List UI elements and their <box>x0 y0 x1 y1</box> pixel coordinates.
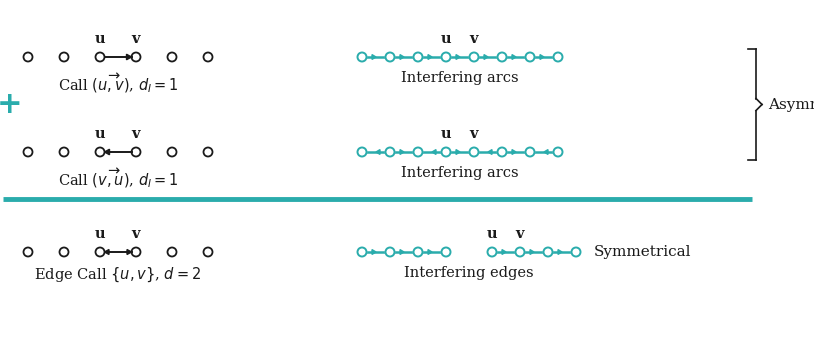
Polygon shape <box>544 150 548 154</box>
Circle shape <box>470 52 479 61</box>
Polygon shape <box>456 54 460 59</box>
Text: v: v <box>470 127 479 141</box>
Circle shape <box>95 247 104 256</box>
Polygon shape <box>376 150 380 154</box>
Text: Edge Call $\{u,v\}$, $d = 2$: Edge Call $\{u,v\}$, $d = 2$ <box>34 266 202 285</box>
Text: Interfering edges: Interfering edges <box>405 266 534 280</box>
Polygon shape <box>400 150 404 154</box>
Circle shape <box>24 247 33 256</box>
Circle shape <box>95 147 104 156</box>
Polygon shape <box>530 249 534 254</box>
Circle shape <box>168 52 177 61</box>
Circle shape <box>59 147 68 156</box>
Circle shape <box>168 147 177 156</box>
Circle shape <box>204 247 212 256</box>
Circle shape <box>526 52 535 61</box>
Circle shape <box>59 247 68 256</box>
Circle shape <box>571 247 580 256</box>
Polygon shape <box>488 150 492 154</box>
Text: u: u <box>94 127 105 141</box>
Text: Interfering arcs: Interfering arcs <box>401 71 519 85</box>
Circle shape <box>526 147 535 156</box>
Circle shape <box>386 247 395 256</box>
Text: v: v <box>516 227 524 241</box>
Polygon shape <box>456 150 460 154</box>
Circle shape <box>95 52 104 61</box>
Circle shape <box>386 52 395 61</box>
Polygon shape <box>540 54 544 59</box>
Text: v: v <box>132 227 140 241</box>
Text: v: v <box>132 32 140 46</box>
Circle shape <box>470 147 479 156</box>
Circle shape <box>497 147 506 156</box>
Polygon shape <box>432 150 436 154</box>
Text: Symmetrical: Symmetrical <box>594 245 692 259</box>
Text: Call $(\overrightarrow{u,v})$, $d_I = 1$: Call $(\overrightarrow{u,v})$, $d_I = 1$ <box>58 71 178 94</box>
Polygon shape <box>104 149 110 155</box>
Polygon shape <box>484 54 488 59</box>
Circle shape <box>132 52 141 61</box>
Text: u: u <box>440 127 451 141</box>
Polygon shape <box>126 54 132 60</box>
Polygon shape <box>502 249 506 254</box>
Text: Call $(\overrightarrow{v,u})$, $d_I = 1$: Call $(\overrightarrow{v,u})$, $d_I = 1$ <box>58 166 178 189</box>
Circle shape <box>204 147 212 156</box>
Polygon shape <box>400 54 404 59</box>
Circle shape <box>414 52 422 61</box>
Polygon shape <box>400 249 404 254</box>
Circle shape <box>414 147 422 156</box>
Polygon shape <box>428 54 432 59</box>
Circle shape <box>168 247 177 256</box>
Circle shape <box>24 52 33 61</box>
Circle shape <box>357 52 366 61</box>
Circle shape <box>357 247 366 256</box>
Circle shape <box>515 247 524 256</box>
Text: v: v <box>132 127 140 141</box>
Circle shape <box>441 247 450 256</box>
Circle shape <box>386 147 395 156</box>
Circle shape <box>132 247 141 256</box>
Polygon shape <box>512 54 516 59</box>
Polygon shape <box>104 249 109 254</box>
Polygon shape <box>558 249 562 254</box>
Circle shape <box>441 147 450 156</box>
Text: Interfering arcs: Interfering arcs <box>401 166 519 180</box>
Circle shape <box>24 147 33 156</box>
Text: u: u <box>440 32 451 46</box>
Text: u: u <box>487 227 497 241</box>
Text: v: v <box>470 32 479 46</box>
Circle shape <box>488 247 497 256</box>
Text: +: + <box>0 90 23 119</box>
Circle shape <box>544 247 553 256</box>
Polygon shape <box>372 249 376 254</box>
Polygon shape <box>372 54 376 59</box>
Circle shape <box>554 52 562 61</box>
Circle shape <box>554 147 562 156</box>
Circle shape <box>357 147 366 156</box>
Polygon shape <box>127 249 132 254</box>
Polygon shape <box>428 249 432 254</box>
Circle shape <box>59 52 68 61</box>
Text: Asymmetrical: Asymmetrical <box>768 98 814 111</box>
Circle shape <box>204 52 212 61</box>
Text: u: u <box>94 32 105 46</box>
Circle shape <box>414 247 422 256</box>
Circle shape <box>132 147 141 156</box>
Circle shape <box>441 52 450 61</box>
Polygon shape <box>512 150 516 154</box>
Text: u: u <box>94 227 105 241</box>
Circle shape <box>497 52 506 61</box>
